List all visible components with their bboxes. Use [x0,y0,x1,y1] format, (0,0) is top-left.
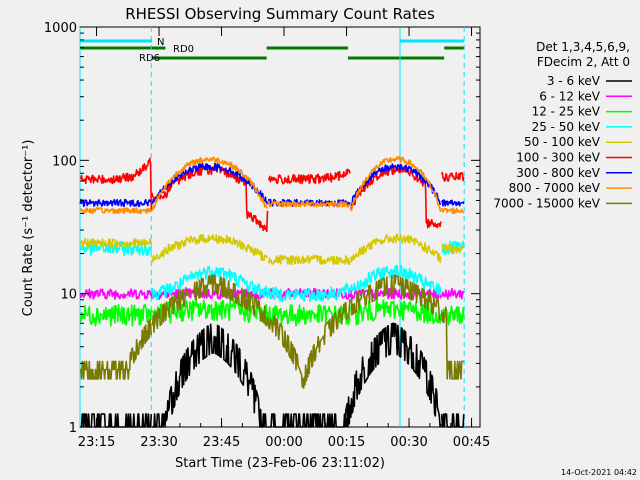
series-line [80,320,151,379]
legend-label: 300 - 800 keV [516,166,600,180]
timestamp: 14-Oct-2021 04:42 [561,468,637,477]
series-line [152,163,268,204]
legend: Det 1,3,4,5,6,9, FDecim 2, Att 0 3 - 6 k… [493,40,632,210]
series-line [80,208,151,214]
x-tick-label: 23:45 [203,435,240,450]
chart-title: RHESSI Observing Summary Count Rates [125,5,435,23]
flag-rd0-label: RD0 [173,44,194,55]
legend-label: 6 - 12 keV [539,89,601,103]
series-line [351,234,441,262]
x-tick-label: 23:15 [78,435,115,450]
flag-n-label: N [157,37,164,48]
y-tick-label: 10 [60,288,77,303]
x-tick-label: 00:15 [328,435,365,450]
legend-label: 12 - 25 keV [532,105,601,119]
y-tick-label: 1 [69,421,77,436]
y-tick-label: 1000 [44,21,77,36]
series-line [351,323,441,427]
legend-label: 25 - 50 keV [532,120,601,134]
series-line [442,200,464,206]
series-line [152,324,268,427]
x-tick-label: 00:30 [390,435,427,450]
series-line [80,200,151,207]
series-line [268,255,350,264]
saa-night-lines [80,27,464,427]
series-line [442,289,464,299]
series-line [442,414,464,427]
series-line [152,235,268,262]
plot-area: N RD0 RD6 1 10 100 1000 23:15 23:30 23:45 00:00 0… [44,21,490,450]
legend-label: 7000 - 15000 keV [493,196,600,210]
y-tick-label: 100 [52,154,77,169]
flag-bars: N RD0 RD6 [80,37,464,64]
series-lines [80,157,464,427]
series-line [442,173,464,181]
legend-label: 100 - 300 keV [516,151,600,165]
legend-label: 50 - 100 keV [524,135,601,149]
series-line [80,305,151,326]
x-axis-label: Start Time (23-Feb-06 23:11:02) [175,456,385,471]
legend-header-1: Det 1,3,4,5,6,9, [536,40,630,54]
series-line [80,289,151,299]
series-line [80,414,151,427]
series-line [268,284,350,302]
legend-header-2: FDecim 2, Att 0 [537,55,630,69]
flag-rd6-label: RD6 [139,53,160,64]
series-line [442,208,464,213]
legend-label: 800 - 7000 keV [509,181,601,195]
series-line [351,166,441,228]
series-line [152,166,268,231]
x-tick-label: 00:45 [453,435,490,450]
legend-label: 3 - 6 keV [547,74,601,88]
y-axis-label: Count Rate (s⁻¹ detector⁻¹) [21,140,36,317]
series-line [268,397,350,427]
x-tick-label: 23:30 [140,435,177,450]
series-line [268,169,350,183]
x-tick-label: 00:00 [265,435,302,450]
